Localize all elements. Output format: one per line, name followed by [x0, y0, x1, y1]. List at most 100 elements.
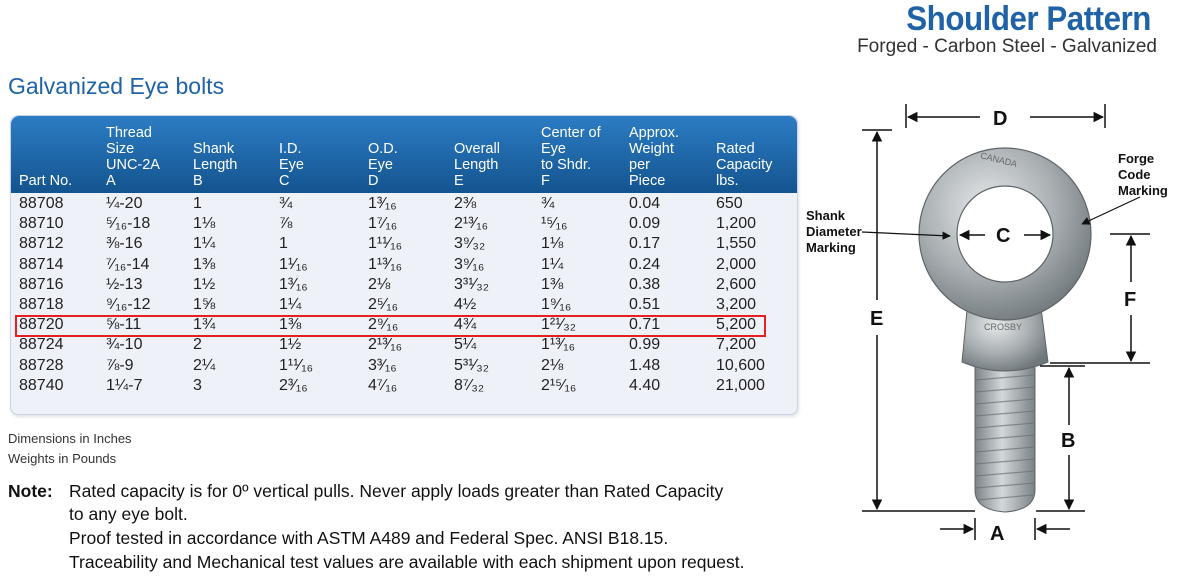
- page-title: Shoulder Pattern: [906, 0, 1151, 38]
- table-cell: 4¾: [454, 316, 477, 334]
- label-f: F: [1124, 289, 1136, 311]
- table-cell: 1¼-7: [106, 376, 143, 394]
- table-cell: 2,600: [716, 275, 757, 293]
- table-cell: 0.04: [629, 195, 661, 212]
- table-cell: 1²¹⁄₃₂: [541, 316, 576, 334]
- table-cell: 0.17: [629, 235, 661, 253]
- note-line: to any eye bolt.: [69, 504, 188, 524]
- table-cell: 1¹³⁄₁₆: [541, 336, 576, 354]
- table-cell: ⁷⁄₁₆-14: [106, 255, 150, 273]
- table-cell: ¾-10: [106, 336, 143, 354]
- table-cell: 5¼: [454, 336, 477, 354]
- label-d: D: [993, 108, 1007, 130]
- table-cell: 3⁹⁄₁₆: [454, 255, 485, 273]
- table-cell: 2¹³⁄₁₆: [368, 336, 403, 354]
- column-header: Part No.: [19, 173, 73, 189]
- table-row: 88724 ¾-10 2 1½ 2¹³⁄₁₆ 5¼ 1¹³⁄₁₆ 0.99 7,200: [11, 335, 797, 355]
- label-forge-marking: Forge Code Marking: [1118, 151, 1168, 198]
- table-cell: 3³⁄₁₆: [368, 356, 397, 374]
- table-cell: 88718: [19, 296, 64, 313]
- table-cell: 2⅛: [541, 356, 564, 374]
- table-cell: 2³⁄₁₆: [279, 376, 308, 394]
- shank-marking-callout: Shank Diameter Marking: [806, 208, 951, 255]
- table-cell: ⁵⁄₁₆-18: [106, 215, 151, 233]
- shank-stamp-text: CROSBY: [984, 322, 1022, 332]
- column-header: Shank Length B: [193, 141, 238, 189]
- table-row: 88708 ¼-20 1 ¾ 1³⁄₁₆ 2⅜ ¾ 0.04 650: [11, 194, 797, 214]
- label-e: E: [870, 308, 883, 330]
- note-line: Proof tested in accordance with ASTM A48…: [69, 528, 669, 548]
- dimension-b: B: [1036, 365, 1085, 512]
- table-row: 88720 ⅝-11 1¾ 1⅜ 2⁹⁄₁₆ 4¾ 1²¹⁄₃₂ 0.71 5,200: [11, 315, 797, 338]
- table-header: Part No. Thread Size UNC-2A A Shank Length…: [11, 116, 797, 193]
- table-row: 88714 ⁷⁄₁₆-14 1⅜ 1¹⁄₁₆ 1¹³⁄₁₆ 3⁹⁄₁₆ 1¼ 0.24 2,00…: [11, 255, 797, 275]
- table-cell: 1,200: [716, 215, 757, 233]
- table-cell: 8⁷⁄₃₂: [454, 376, 485, 394]
- table-cell: 1: [193, 195, 202, 212]
- eye-bolt-diagram: CANADA CROSBY D C E F B: [806, 104, 1168, 545]
- footnote-weights: Weights in Pounds: [8, 451, 117, 466]
- table-cell: 1½: [193, 275, 216, 293]
- table-cell: ⅜-16: [106, 235, 143, 253]
- column-header: Overall Length E: [454, 141, 500, 189]
- eye-hole: [956, 185, 1054, 283]
- table-cell: 1¾: [193, 316, 216, 334]
- table-cell: 4⁷⁄₁₆: [368, 376, 398, 394]
- forge-marking-callout: Forge Code Marking: [1081, 151, 1168, 225]
- table-cell: 5³¹⁄₃₂: [454, 356, 489, 374]
- table-cell: 88720: [19, 316, 64, 334]
- table-cell: 1: [279, 235, 288, 253]
- table-cell: ¼-20: [106, 195, 143, 212]
- table-cell: 88716: [19, 275, 64, 293]
- note-line: Rated capacity is for 0º vertical pulls.…: [69, 481, 724, 501]
- dimension-e: E: [862, 129, 975, 512]
- column-header: Center of Eye to Shdr. F: [541, 125, 601, 189]
- table-cell: 650: [716, 195, 743, 212]
- column-header: Thread Size UNC-2A A: [106, 125, 160, 189]
- table-row: 88716 ½-13 1½ 1³⁄₁₆ 2⅛ 3³¹⁄₃₂ 1⅜ 0.38 2,600: [11, 275, 797, 295]
- table-cell: 1.48: [629, 356, 661, 374]
- spec-table: Part No. Thread Size UNC-2A A Shank Length…: [10, 115, 798, 415]
- table-cell: 2¹³⁄₁₆: [454, 215, 489, 233]
- table-row: 88740 1¼-7 3 2³⁄₁₆ 4⁷⁄₁₆ 8⁷⁄₃₂ 2¹⁵⁄₁₆ 4.40 21,00…: [11, 376, 797, 396]
- dimension-c: C: [958, 225, 1052, 247]
- column-header: I.D. Eye C: [279, 141, 304, 189]
- table-cell: 2⅜: [454, 195, 477, 212]
- table-cell: 1⅜: [541, 275, 564, 293]
- table-cell: ¾: [279, 195, 293, 212]
- table-cell: 0.99: [629, 336, 661, 354]
- row-highlight-box: [15, 315, 766, 338]
- table-cell: 88710: [19, 215, 64, 233]
- table-cell: 1,550: [716, 235, 757, 253]
- page-subtitle: Forged - Carbon Steel - Galvanized: [857, 36, 1157, 57]
- table-row: 88728 ⅞-9 2¼ 1¹¹⁄₁₆ 3³⁄₁₆ 5³¹⁄₃₂ 2⅛ 1.48 10,600: [11, 356, 797, 376]
- table-cell: 1¹⁄₁₆: [279, 255, 308, 273]
- table-cell: 1⅛: [193, 215, 216, 233]
- table-cell: ⁹⁄₁₆-12: [106, 296, 151, 313]
- table-cell: 1¹³⁄₁₆: [368, 255, 403, 273]
- table-cell: 5,200: [716, 316, 757, 334]
- table-cell: 1¹¹⁄₁₆: [368, 235, 403, 253]
- table-cell: 1⅝: [193, 296, 216, 313]
- table-cell: 1⅜: [279, 316, 302, 334]
- table-cell: 1¼: [193, 235, 216, 253]
- thread-lines: [974, 374, 1036, 501]
- label-shank-marking: Shank Diameter Marking: [806, 208, 862, 255]
- table-cell: 0.38: [629, 275, 661, 293]
- column-header: Rated Capacity lbs.: [716, 141, 773, 189]
- table-cell: 7,200: [716, 336, 757, 354]
- table-cell: 0.24: [629, 255, 661, 273]
- column-header: O.D. Eye D: [368, 141, 398, 189]
- label-c: C: [996, 225, 1010, 247]
- dimension-a: A: [940, 518, 1070, 545]
- table-cell: 2⅛: [368, 275, 391, 293]
- dimension-f: F: [1050, 233, 1150, 364]
- table-cell: 2⁹⁄₁₆: [368, 316, 399, 334]
- label-a: A: [990, 523, 1004, 545]
- table-cell: 3⁹⁄₃₂: [454, 235, 486, 253]
- table-cell: ⅞: [279, 215, 293, 233]
- table-cell: 3,200: [716, 296, 757, 313]
- note-line: Traceability and Mechanical test values …: [69, 552, 745, 572]
- table-row: 88712 ⅜-16 1¼ 1 1¹¹⁄₁₆ 3⁹⁄₃₂ 1⅛ 0.17 1,550: [11, 234, 797, 254]
- table-cell: 3³¹⁄₃₂: [454, 275, 489, 293]
